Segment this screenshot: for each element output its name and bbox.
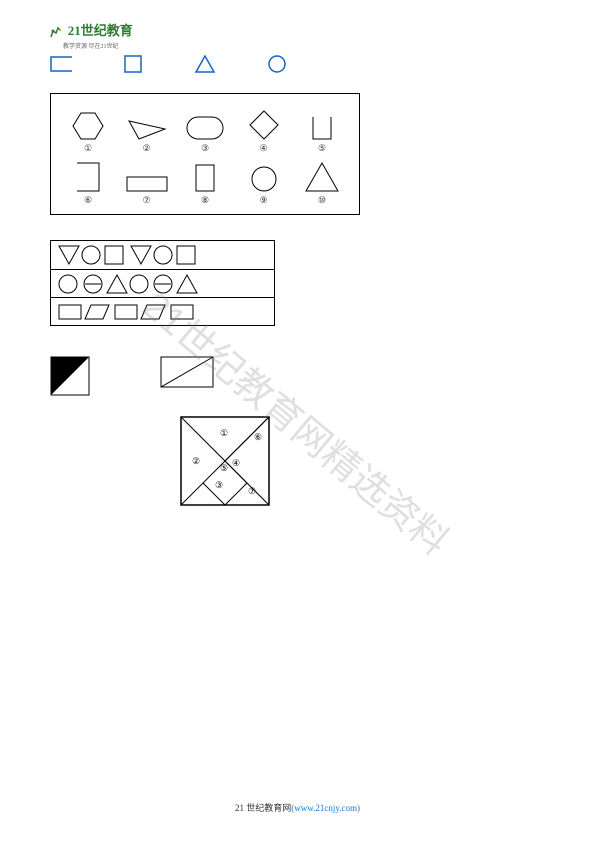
shape-label: ③ [180,143,230,154]
diagonal-rectangle-icon [160,356,214,388]
hexagon-icon [71,111,105,141]
diagonal-square-icon [50,356,90,396]
grid-row-1: ① ② ③ ④ ⑤ [63,102,347,154]
footer-prefix: 21 世纪教育网 [235,803,291,813]
circle-icon [266,55,288,73]
grid-cell: ⑦ [122,175,172,206]
tangram-label: ⑦ [248,486,256,496]
pattern-row-2-icon [57,273,267,295]
circle-shape-icon [250,165,278,193]
tangram-label: ⑥ [254,432,262,442]
tangram-figure: ① ② ⑤ ④ ③ ⑥ ⑦ [180,416,545,509]
grid-cell: ⑨ [239,165,289,206]
shape-label: ⑦ [122,195,172,206]
pattern-row [51,297,274,325]
pattern-row-1-icon [57,244,267,266]
open-rect-icon [311,115,333,141]
pattern-sequence-box [50,240,275,326]
grid-cell: ① [63,111,113,154]
tangram-label: ① [220,428,228,438]
square-icon [122,55,144,73]
rectangle-icon [50,55,72,73]
tall-rectangle-icon [194,163,216,193]
tangram-label: ⑤ [220,463,228,473]
shape-label: ① [63,143,113,154]
page-footer: 21 世纪教育网(www.21cnjy.com) [0,801,595,814]
scalene-triangle-icon [127,117,167,141]
footer-url: (www.21cnjy.com) [291,803,360,813]
reference-shapes-row [50,55,545,73]
isoceles-triangle-icon [304,161,340,193]
grid-cell: ⑧ [180,163,230,206]
long-rectangle-icon [125,175,169,193]
diamond-icon [248,109,280,141]
grid-cell: ④ [239,109,289,154]
pattern-row-3-icon [57,301,267,323]
grid-cell: ⑩ [297,161,347,206]
site-logo: 21世纪教育 教学资源 尽在21世纪 [45,20,133,50]
shape-label: ⑥ [63,195,113,206]
shape-label: ⑨ [239,195,289,206]
shape-label: ⑧ [180,195,230,206]
shape-label: ⑤ [297,143,347,154]
logo-brand: 21世纪教育 [68,20,133,39]
shapes-grid: ① ② ③ ④ ⑤ ⑥ [50,93,360,215]
pattern-row [51,241,274,269]
shape-label: ⑩ [297,195,347,206]
shape-label: ② [122,143,172,154]
tangram-label: ④ [232,458,240,468]
tangram-label: ② [192,456,200,466]
logo-tagline: 教学资源 尽在21世纪 [63,41,133,50]
triangle-icon [194,55,216,73]
grid-cell: ⑤ [297,115,347,154]
rounded-rect-icon [185,115,225,141]
grid-row-2: ⑥ ⑦ ⑧ ⑨ ⑩ [63,154,347,206]
lower-shapes-section [50,356,545,396]
open-top-rect-icon [75,161,101,193]
page-content: ① ② ③ ④ ⑤ ⑥ [50,55,545,509]
grid-cell: ② [122,117,172,154]
grid-cell: ⑥ [63,161,113,206]
tangram-label: ③ [215,480,223,490]
shape-label: ④ [239,143,289,154]
pattern-row [51,269,274,297]
grid-cell: ③ [180,115,230,154]
